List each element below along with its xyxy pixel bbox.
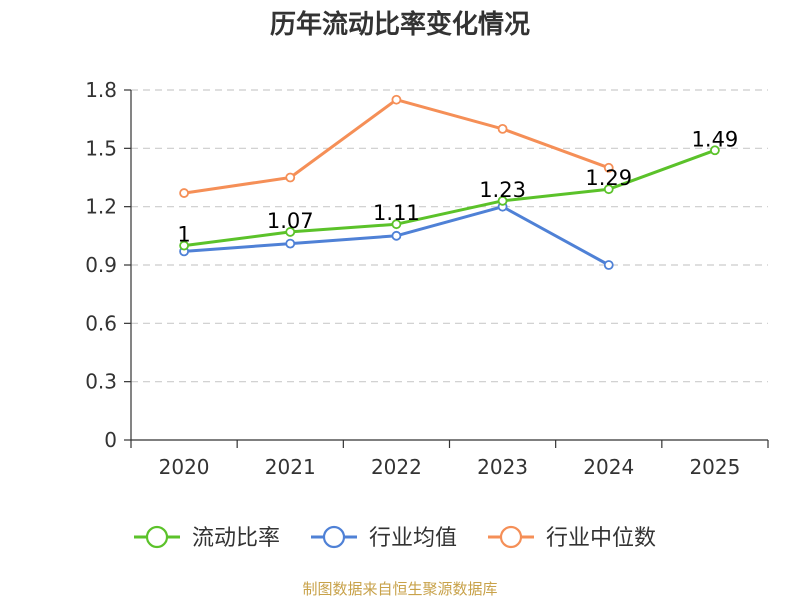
y-tick-label: 1.5 <box>85 136 117 160</box>
data-label: 1.49 <box>692 127 739 151</box>
data-point <box>603 184 614 195</box>
y-tick-label: 0.3 <box>85 370 117 394</box>
data-point <box>285 238 296 249</box>
legend[interactable]: 流动比率 行业均值 行业中位数 <box>134 525 656 551</box>
x-tick-label: 2025 <box>689 455 740 479</box>
x-tick-label: 2020 <box>159 455 210 479</box>
data-label: 1 <box>177 223 190 247</box>
y-tick-label: 1.2 <box>85 195 117 219</box>
series-line-3 <box>183 98 610 195</box>
legend-item-2[interactable]: 行业均值 <box>311 525 457 551</box>
x-tick-label: 2022 <box>371 455 422 479</box>
data-point <box>391 94 402 105</box>
data-point <box>179 240 189 251</box>
data-point <box>603 260 614 270</box>
chart-title: 历年流动比率变化情况 <box>269 10 530 40</box>
data-point <box>179 188 189 198</box>
data-point <box>710 145 720 156</box>
data-point <box>391 219 402 230</box>
legend-label: 行业均值 <box>369 526 457 551</box>
legend-swatch-marker <box>499 525 523 549</box>
source-note: 制图数据来自恒生聚源数据库 <box>302 580 498 598</box>
grid-lines <box>131 89 768 383</box>
x-tick-label: 2024 <box>583 455 634 479</box>
legend-label: 流动比率 <box>192 526 280 551</box>
data-labels: 1 1.07 1.11 1.23 1.29 1.49 <box>177 127 738 246</box>
y-tick-label: 0.9 <box>85 253 117 277</box>
data-point <box>603 162 614 173</box>
x-tick-label: 2021 <box>265 455 316 479</box>
data-label: 1.29 <box>585 166 632 190</box>
series-line-1 <box>183 148 716 248</box>
y-tick-label: 1.8 <box>85 78 117 102</box>
y-tick-label: 0 <box>104 428 117 452</box>
x-tick-label: 2023 <box>477 455 528 479</box>
legend-swatch-marker <box>322 525 346 549</box>
data-point <box>285 227 296 237</box>
legend-swatch-marker <box>145 525 169 549</box>
legend-item-1[interactable]: 流动比率 <box>134 525 280 551</box>
data-label: 1.07 <box>267 209 314 233</box>
data-point <box>285 172 296 183</box>
legend-item-3[interactable]: 行业中位数 <box>488 525 656 551</box>
axes: 0 0.3 0.6 0.9 1.2 1.5 1.8 2020 2021 2022 2023 2024 2… <box>85 78 769 479</box>
series-lines <box>179 94 720 270</box>
data-point <box>391 230 402 241</box>
legend-label: 行业中位数 <box>546 526 656 551</box>
data-point <box>497 195 508 206</box>
data-label: 1.23 <box>479 178 526 202</box>
data-point <box>497 123 508 134</box>
data-label: 1.11 <box>373 201 420 225</box>
y-tick-label: 0.6 <box>85 311 117 335</box>
